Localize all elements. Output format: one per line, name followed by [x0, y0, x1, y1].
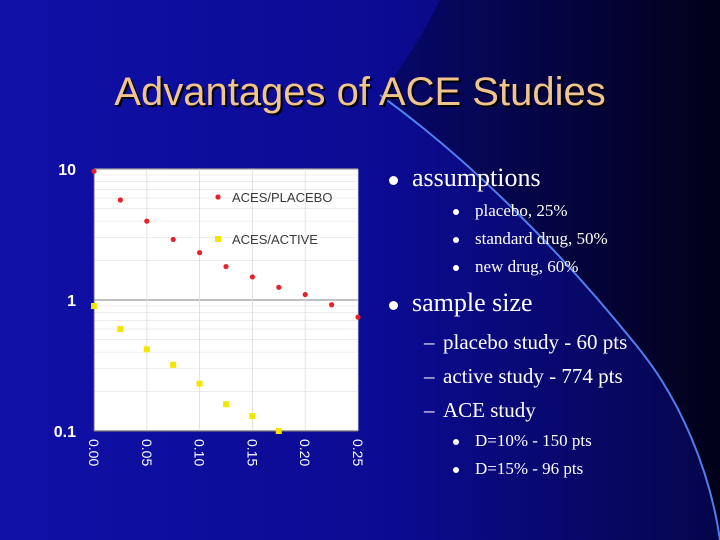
chart-marks [91, 168, 361, 434]
ace-study-d10: D=10% - 150 pts [475, 431, 592, 450]
ace-study-d15: D=15% - 96 pts [475, 459, 584, 478]
legend-label: ACES/ACTIVE [232, 232, 318, 247]
data-point-aces-placebo [197, 250, 203, 256]
bullet-dot [389, 176, 398, 185]
legend-marker [215, 236, 221, 242]
assumption-new-drug: new drug, 60% [475, 257, 579, 276]
bullet-dot [453, 265, 459, 271]
data-point-aces-placebo [355, 314, 361, 320]
bullet-sample-size: sample size [412, 288, 533, 317]
data-point-aces-placebo [144, 218, 150, 224]
sample-active-study: active study - 774 pts [443, 364, 623, 388]
legend-label: ACES/PLACEBO [232, 190, 332, 205]
data-point-aces-active [117, 326, 124, 333]
chart-legend: ACES/PLACEBO ACES/ACTIVE [215, 190, 332, 247]
data-point-aces-placebo [329, 302, 335, 308]
dash-marker: – [424, 364, 435, 388]
y-tick-label: 1 [67, 293, 76, 310]
data-point-aces-active [170, 361, 177, 368]
data-point-aces-placebo [117, 197, 123, 203]
bullet-dot [389, 301, 398, 310]
data-point-aces-placebo [249, 274, 255, 280]
x-tick-label: 0.10 [192, 439, 208, 466]
chart: 10 1 0.1 0.00 0.05 0.10 0.15 0.20 0.25 ACES/PLAC… [54, 162, 366, 466]
x-tick-label: 0.05 [139, 439, 155, 466]
dash-marker: – [424, 330, 435, 354]
chart-grid [93, 168, 359, 432]
data-point-aces-placebo [91, 168, 97, 174]
x-tick-label: 0.15 [244, 439, 260, 466]
bullet-dot [453, 237, 459, 243]
y-tick-label: 10 [58, 162, 76, 179]
y-tick-label: 0.1 [54, 424, 76, 441]
sample-ace-study: ACE study [443, 398, 536, 422]
bullet-dot [453, 439, 459, 445]
data-point-aces-placebo [302, 291, 308, 298]
data-point-aces-active [223, 401, 229, 408]
slide-title: Advantages of ACE Studies [114, 70, 606, 114]
data-point-aces-placebo [223, 263, 229, 270]
data-point-aces-active [249, 413, 256, 420]
assumption-standard-drug: standard drug, 50% [475, 229, 608, 248]
x-tick-label: 0.20 [297, 439, 313, 466]
x-tick-label: 0.00 [86, 439, 102, 466]
bullet-dot [453, 467, 459, 473]
dash-marker: – [424, 398, 435, 422]
data-point-aces-active [196, 380, 203, 387]
data-point-aces-active [275, 428, 282, 434]
data-point-aces-placebo [276, 284, 282, 290]
assumption-placebo: placebo, 25% [475, 201, 568, 220]
legend-marker [215, 194, 221, 200]
x-tick-label: 0.25 [350, 439, 366, 466]
data-point-aces-active [91, 302, 97, 309]
data-point-aces-active [143, 346, 150, 353]
chart-axes: 10 1 0.1 0.00 0.05 0.10 0.15 0.20 0.25 [54, 162, 366, 466]
data-point-aces-placebo [170, 236, 176, 243]
bullet-dot [453, 209, 459, 215]
sample-placebo-study: placebo study - 60 pts [443, 330, 628, 354]
bullet-assumptions: assumptions [412, 163, 541, 192]
